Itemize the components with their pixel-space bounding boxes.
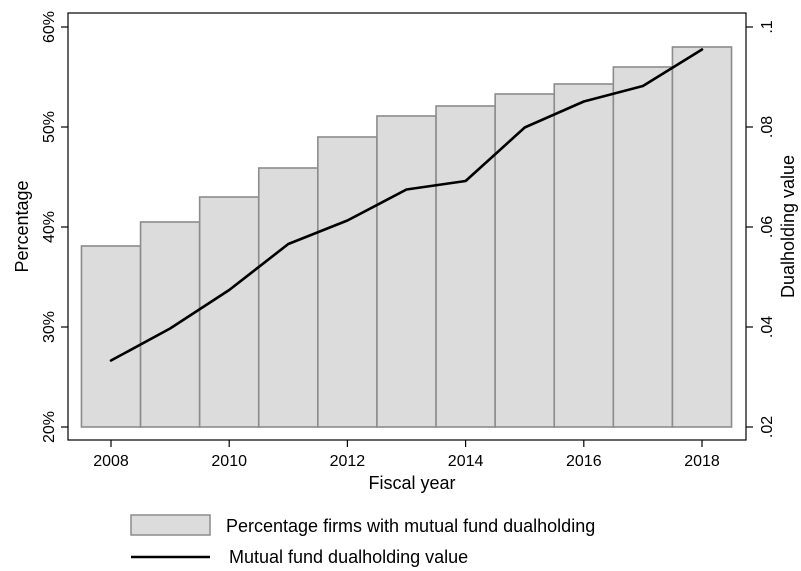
x-tick-label-2018: 2018 <box>684 453 720 470</box>
x-tick-label-2008: 2008 <box>93 453 129 470</box>
x-tick-label-2010: 2010 <box>211 453 247 470</box>
y-left-tick-label-40: 40% <box>41 211 58 243</box>
axes-layer: 2008 2010 2012 2014 2016 2018 20% 30% 40% 50% 60%.… <box>41 11 776 470</box>
y-left-tick-label-60: 60% <box>41 11 58 43</box>
bar-2012 <box>317 136 378 428</box>
bar-2014 <box>435 105 496 428</box>
y-right-tick-label-0.04: .04 <box>759 316 776 338</box>
bar-2011 <box>257 167 319 428</box>
y-right-tick-label-0.08: .08 <box>759 116 776 138</box>
x-tick-label-2016: 2016 <box>566 453 602 470</box>
x-axis-title: Fiscal year <box>368 473 455 493</box>
legend-bar-label: Percentage firms with mutual fund dualho… <box>226 516 595 536</box>
bar-2018 <box>671 46 733 428</box>
bars-layer <box>80 46 733 428</box>
legend-bar-swatch <box>130 514 211 536</box>
legend: Percentage firms with mutual fund dualho… <box>130 514 595 567</box>
bar-2017 <box>612 66 674 428</box>
y-axis-left-title: Percentage <box>12 180 32 272</box>
y-right-tick-label-0.02: .02 <box>759 416 776 438</box>
x-tick-label-2012: 2012 <box>330 453 366 470</box>
y-right-tick-label-0.06: .06 <box>759 216 776 238</box>
y-axis-right-title: Dualholding value <box>778 155 798 298</box>
dualholding-value-line <box>109 48 704 362</box>
bar-2013 <box>376 115 437 428</box>
y-left-tick-label-50: 50% <box>41 111 58 143</box>
bar-2015 <box>494 93 556 428</box>
y-left-tick-label-30: 30% <box>41 311 58 343</box>
bar-2008 <box>80 245 142 428</box>
bar-2016 <box>553 83 615 428</box>
bar-2010 <box>198 196 260 428</box>
legend-line-label: Mutual fund dualholding value <box>229 547 468 567</box>
y-right-tick-label-0.1: .1 <box>759 20 776 33</box>
x-tick-label-2014: 2014 <box>448 453 484 470</box>
bar-2009 <box>139 221 201 428</box>
y-left-tick-label-20: 20% <box>41 411 58 443</box>
line-layer <box>109 48 704 362</box>
